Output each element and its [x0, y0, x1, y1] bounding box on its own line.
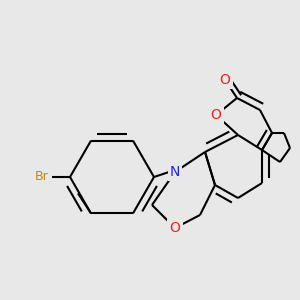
- Text: O: O: [220, 73, 230, 87]
- Text: N: N: [170, 165, 180, 179]
- Text: O: O: [169, 221, 180, 235]
- Text: Br: Br: [35, 170, 49, 184]
- Text: O: O: [211, 108, 221, 122]
